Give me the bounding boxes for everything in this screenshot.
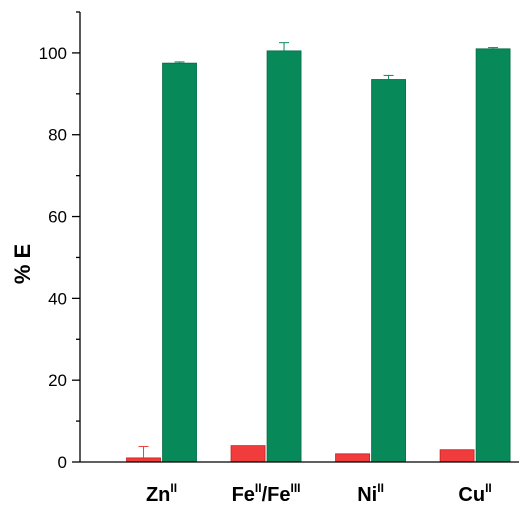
category-label: FeII/FeIII — [232, 481, 301, 506]
y-axis-title: % E — [10, 244, 35, 284]
error-bars-layer — [138, 42, 499, 458]
category-label-text: /Fe — [262, 484, 291, 506]
bar — [335, 453, 370, 463]
y-ticks-layer: 0 20 40 60 80 100 — [39, 11, 80, 472]
bars-layer — [126, 48, 511, 463]
bar — [371, 79, 406, 463]
bar — [162, 62, 197, 463]
category-label: CuII — [458, 481, 491, 506]
bar — [230, 445, 266, 463]
y-tick-label: 0 — [58, 453, 67, 472]
category-label: ZnII — [146, 481, 177, 506]
category-label-text: Ni — [357, 484, 377, 506]
y-tick-label: 20 — [48, 371, 67, 390]
y-tick-label: 80 — [48, 126, 67, 145]
category-label-text: Cu — [458, 484, 485, 506]
y-tick-label: 100 — [39, 44, 67, 63]
category-label-text: Zn — [146, 484, 170, 506]
category-label-text: Fe — [232, 484, 255, 506]
bar — [266, 50, 302, 463]
category-label-superscript: II — [170, 481, 177, 495]
category-label-superscript: III — [291, 481, 301, 495]
x-labels-layer: ZnII FeII/FeIII NiII CuII — [146, 481, 492, 506]
bar — [439, 449, 475, 463]
axes-layer — [79, 12, 519, 463]
y-tick-label: 40 — [48, 289, 67, 308]
category-label: NiII — [357, 481, 384, 506]
y-tick-label: 60 — [48, 208, 67, 227]
category-label-superscript: II — [255, 481, 262, 495]
bar — [475, 48, 511, 463]
category-label-superscript: II — [377, 481, 384, 495]
category-label-superscript: II — [485, 481, 492, 495]
